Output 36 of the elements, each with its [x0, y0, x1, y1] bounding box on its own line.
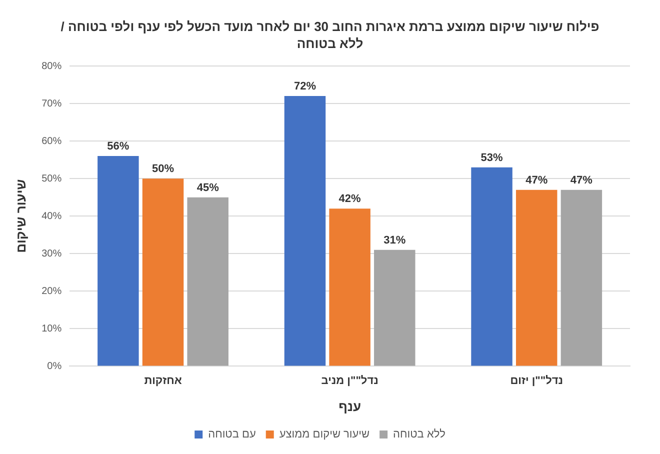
- y-tick-label: 10%: [42, 323, 62, 334]
- legend-label: שיעור שיקום ממוצע: [279, 428, 370, 441]
- bar: [560, 190, 602, 366]
- x-axis-title: ענף: [338, 398, 362, 414]
- data-label: 31%: [384, 234, 406, 246]
- bar: [516, 190, 558, 366]
- y-tick-label: 50%: [42, 173, 62, 184]
- data-label: 47%: [526, 174, 548, 186]
- x-tick-label: נדל""ן מניב: [321, 374, 378, 387]
- data-label: 42%: [338, 193, 362, 206]
- x-tick-label: נדל""ן יזום: [510, 374, 564, 387]
- bar: [98, 156, 139, 366]
- bar: [374, 250, 416, 366]
- bar: [142, 178, 184, 366]
- data-label: 72%: [294, 80, 316, 93]
- y-tick-label: 70%: [42, 98, 62, 110]
- chart-title: פילוח שיעור שיקום ממוצע ברמת איגרות החוב 30 יום לאחר מועד הכשל לפי ענף ולפי בטוחה / ללא בטוחה: [60, 18, 600, 52]
- bar: [471, 167, 512, 366]
- y-tick-label: 60%: [42, 136, 62, 147]
- data-label: 53%: [480, 152, 503, 164]
- legend-label: ללא בטוחה: [393, 428, 446, 441]
- y-tick-label: 20%: [42, 286, 62, 297]
- legend-label: עם בטוחה: [208, 428, 256, 441]
- data-label: 56%: [107, 140, 130, 153]
- data-label: 45%: [196, 182, 220, 194]
- y-tick-label: 40%: [42, 210, 62, 222]
- data-label: 50%: [152, 163, 174, 176]
- data-label: 47%: [570, 174, 593, 186]
- y-tick-label: 80%: [42, 60, 62, 72]
- bar: [329, 208, 370, 366]
- y-tick-label: 30%: [42, 248, 62, 260]
- bar: [284, 96, 326, 366]
- x-tick-label: אחזקות: [144, 374, 182, 387]
- y-tick-label: 0%: [47, 360, 62, 372]
- bar: [187, 197, 228, 366]
- y-axis-title: שיעור שיקום: [13, 179, 28, 253]
